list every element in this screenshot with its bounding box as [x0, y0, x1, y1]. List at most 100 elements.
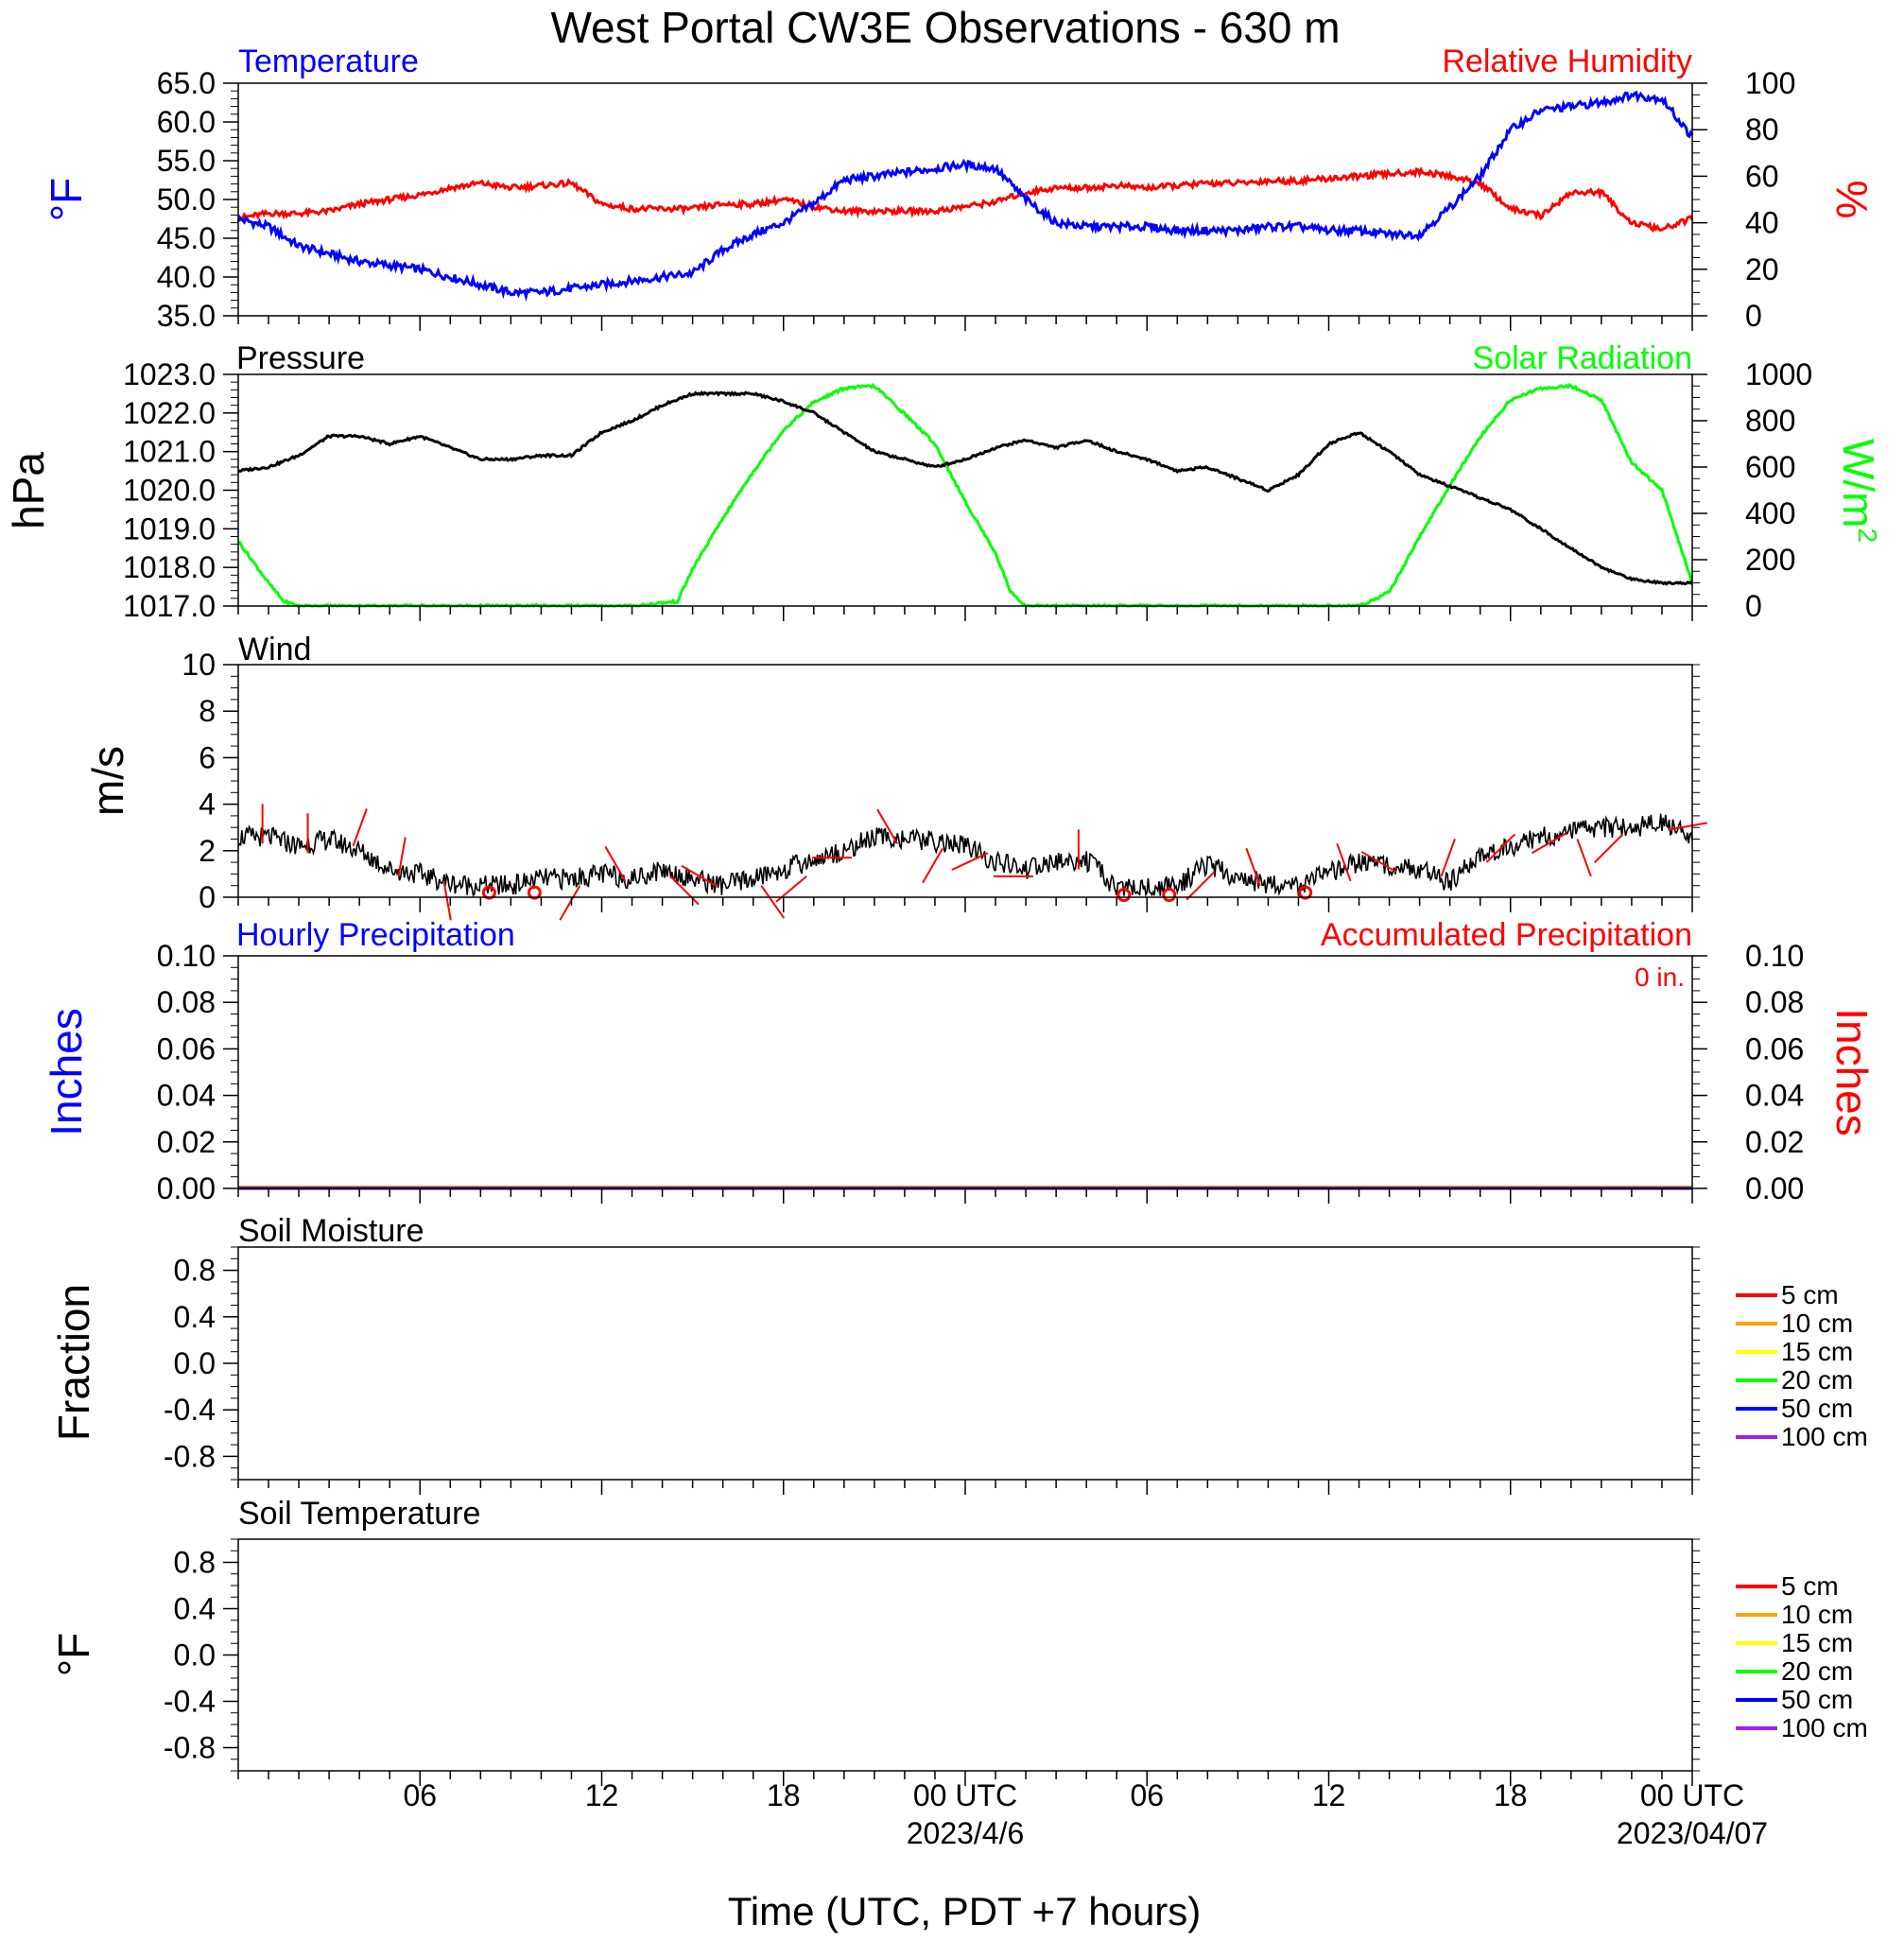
- wind-unit: m/s: [83, 746, 132, 816]
- wind-barb: [775, 875, 807, 903]
- soil-moisture-unit: Fraction: [49, 1284, 98, 1441]
- x-date-label: 2023/4/6: [907, 1816, 1025, 1850]
- y-tick-label: 0: [1745, 589, 1762, 623]
- y-tick-label: 20: [1745, 252, 1779, 286]
- pressure-title: Pressure: [236, 340, 365, 376]
- x-tick-label: 12: [585, 1778, 619, 1812]
- temperature-line: [236, 90, 1694, 303]
- hourly-precip-axis-ticks: 0.00 0.02 0.04 0.06 0.08 0.10: [157, 939, 238, 1205]
- accum-precip-axis-ticks: 0.00 0.02 0.04 0.06 0.08 0.10: [1692, 939, 1804, 1205]
- wind-barb: [681, 864, 717, 887]
- y-tick-label: 0.00: [1745, 1171, 1804, 1205]
- temperature-title: Temperature: [238, 43, 419, 79]
- wind-barb: [1336, 842, 1352, 882]
- hourly-precip-unit: Inches: [42, 1008, 91, 1136]
- y-tick-label: -0.8: [164, 1439, 216, 1473]
- y-tick-label: 8: [199, 694, 216, 728]
- pressure-unit: hPa: [4, 452, 53, 529]
- y-tick-label: 80: [1745, 113, 1779, 147]
- x-tick-label: 12: [1312, 1778, 1346, 1812]
- legend-label: 10 cm: [1781, 1308, 1853, 1338]
- x-axis-label: Time (UTC, PDT +7 hours): [728, 1889, 1202, 1933]
- y-tick-label: 0.00: [157, 1171, 216, 1205]
- legend-label: 100 cm: [1781, 1422, 1868, 1451]
- y-tick-label: 0.4: [174, 1592, 216, 1626]
- soil-moisture-axis-ticks: -0.8 -0.4 0.0 0.4 0.8: [164, 1246, 1700, 1481]
- y-tick-label: 1018.0: [123, 550, 216, 584]
- soil-temperature-title: Soil Temperature: [238, 1496, 480, 1532]
- wind-barb: [1576, 839, 1592, 877]
- wind-barb: [352, 808, 368, 847]
- y-tick-label: 0.06: [1745, 1031, 1804, 1066]
- x-tick-label: 18: [1494, 1778, 1528, 1812]
- y-tick-label: 600: [1745, 450, 1795, 484]
- panel-frame: [237, 373, 1693, 607]
- solar-title: Solar Radiation: [1473, 340, 1692, 376]
- y-tick-label: 0.04: [1745, 1079, 1804, 1113]
- wind-barb: [604, 845, 627, 882]
- y-tick-label: 1021.0: [123, 435, 216, 469]
- y-tick-label: 0.8: [174, 1254, 216, 1288]
- wind-barb: [922, 847, 943, 884]
- wind-speed-line: [237, 813, 1693, 897]
- solar-unit: W/m2: [1834, 439, 1883, 543]
- y-tick-label: 0.10: [1745, 939, 1804, 973]
- accum-precip-title: Accumulated Precipitation: [1321, 917, 1692, 953]
- legend-label: 5 cm: [1781, 1280, 1839, 1309]
- humidity-unit: %: [1827, 181, 1877, 219]
- y-tick-label: 0: [199, 880, 216, 914]
- wind-barb: [876, 808, 898, 844]
- humidity-line: [237, 165, 1694, 234]
- y-tick-label: 4: [199, 788, 216, 822]
- legend-label: 5 cm: [1781, 1571, 1839, 1601]
- y-tick-label: 6: [199, 740, 216, 774]
- x-tick-label: 18: [767, 1778, 801, 1812]
- wind-barb: [951, 852, 989, 871]
- y-tick-label: 65.0: [157, 66, 216, 100]
- panel-frame: [237, 1538, 1693, 1772]
- y-tick-label: 50.0: [157, 182, 216, 217]
- y-tick-label: 800: [1745, 404, 1795, 438]
- y-tick-label: 10: [182, 648, 216, 682]
- wind-title: Wind: [238, 632, 311, 667]
- legend-label: 100 cm: [1781, 1713, 1868, 1742]
- y-tick-label: 40.0: [157, 260, 216, 294]
- panel-soil-moisture: Soil Moisture -0.8 -0.4 0.0 0.4 0.8 Fraction…: [49, 1213, 1868, 1481]
- wind-barb: [1360, 851, 1397, 873]
- panel-precipitation: Hourly Precipitation Accumulated Precipi…: [42, 917, 1877, 1205]
- wind-barb: [442, 880, 452, 921]
- y-tick-label: 400: [1745, 496, 1795, 530]
- y-tick-label: 0.02: [1745, 1125, 1804, 1159]
- wind-barb-calm: [1116, 888, 1132, 903]
- y-tick-label: 45.0: [157, 221, 216, 255]
- accum-precip-total: 0 in.: [1635, 962, 1685, 992]
- panel-frame: [237, 1246, 1693, 1481]
- panel-wind: Wind 0 2 4 6 8 10 m/s: [83, 632, 1707, 921]
- y-tick-label: 1022.0: [123, 396, 216, 430]
- y-tick-label: 0.8: [174, 1546, 216, 1580]
- wind-axis-ticks: 0 2 4 6 8 10: [182, 648, 1700, 914]
- x-date-label: 2023/04/07: [1617, 1816, 1768, 1850]
- x-tick-label: 00 UTC: [913, 1778, 1017, 1812]
- hourly-precip-title: Hourly Precipitation: [236, 917, 515, 953]
- y-tick-label: 35.0: [157, 299, 216, 333]
- x-tick-label: 00 UTC: [1640, 1778, 1744, 1812]
- time-axis: 06 12 18 00 UTC 2023/4/6 06 12 18 00 UTC 2023/04/…: [403, 1778, 1768, 1850]
- y-tick-label: 60.0: [157, 105, 216, 139]
- y-tick-label: 0.02: [157, 1125, 216, 1159]
- y-tick-label: 0.06: [157, 1031, 216, 1066]
- pressure-line: [237, 390, 1694, 586]
- soil-temperature-axis-ticks: -0.8 -0.4 0.0 0.4 0.8: [164, 1538, 1700, 1772]
- wind-barb: [760, 885, 786, 919]
- y-tick-label: 200: [1745, 543, 1795, 577]
- panel-temperature-humidity: Temperature Relative Humidity 35.0 40.0 45…: [42, 43, 1877, 333]
- figure-title: West Portal CW3E Observations - 630 m: [550, 3, 1340, 52]
- wind-barb: [1594, 833, 1624, 863]
- y-tick-label: 1019.0: [123, 511, 216, 546]
- wind-barb: [1186, 871, 1216, 901]
- wind-barb-calm: [1298, 885, 1313, 900]
- wind-barb: [1440, 839, 1456, 877]
- temperature-unit: °F: [42, 178, 91, 222]
